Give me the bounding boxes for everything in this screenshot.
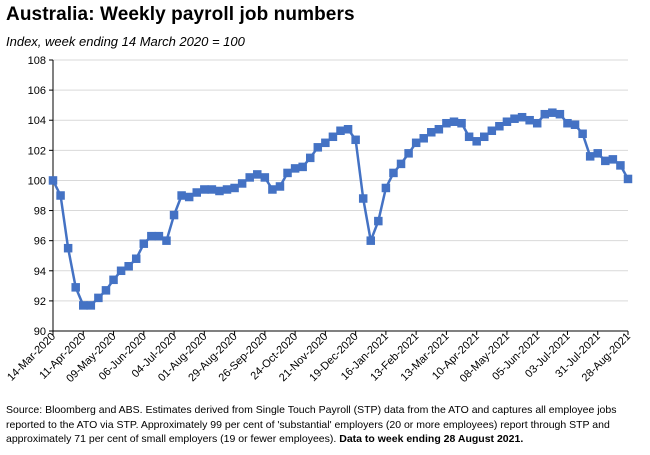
data-point bbox=[109, 275, 118, 285]
y-tick-label: 100 bbox=[28, 175, 46, 187]
y-tick-label: 92 bbox=[34, 296, 46, 308]
data-point bbox=[162, 236, 171, 245]
data-point bbox=[616, 161, 625, 170]
data-point bbox=[502, 117, 512, 126]
data-point bbox=[56, 191, 65, 200]
data-point bbox=[139, 239, 149, 248]
data-point bbox=[200, 185, 209, 194]
data-point bbox=[230, 183, 239, 193]
data-point bbox=[116, 266, 126, 276]
series-line bbox=[51, 111, 630, 307]
data-point bbox=[313, 143, 323, 152]
data-point bbox=[555, 109, 565, 119]
data-point bbox=[94, 293, 103, 303]
data-point bbox=[464, 132, 474, 142]
y-tick-label: 96 bbox=[34, 236, 46, 248]
y-tick-label: 98 bbox=[34, 206, 46, 218]
y-tick-label: 102 bbox=[28, 145, 46, 157]
data-point bbox=[548, 108, 557, 117]
data-point bbox=[343, 125, 353, 134]
data-point bbox=[283, 168, 292, 178]
data-point bbox=[184, 192, 194, 202]
data-point bbox=[177, 191, 186, 200]
data-point bbox=[79, 301, 88, 310]
data-point bbox=[253, 170, 262, 179]
data-point bbox=[290, 164, 300, 173]
data-point bbox=[305, 153, 315, 163]
data-point bbox=[396, 159, 406, 169]
source-bold-text: Data to week ending 28 August 2021. bbox=[339, 433, 524, 445]
y-tick-label: 104 bbox=[28, 115, 46, 127]
data-point bbox=[510, 114, 519, 123]
data-point bbox=[207, 185, 217, 194]
data-point bbox=[131, 254, 141, 263]
data-point bbox=[336, 126, 345, 136]
y-tick-label: 94 bbox=[34, 266, 46, 278]
chart-title: Australia: Weekly payroll job numbers bbox=[6, 4, 355, 25]
data-point bbox=[457, 118, 466, 128]
data-point bbox=[374, 216, 383, 226]
data-point bbox=[154, 231, 164, 241]
data-point bbox=[268, 185, 277, 194]
data-point bbox=[147, 231, 156, 241]
data-point bbox=[419, 134, 428, 143]
data-point bbox=[487, 126, 497, 136]
chart-subtitle: Index, week ending 14 March 2020 = 100 bbox=[6, 34, 245, 49]
data-point bbox=[442, 118, 451, 128]
data-point bbox=[298, 162, 307, 172]
data-point bbox=[351, 135, 360, 145]
data-point bbox=[321, 138, 330, 148]
data-point bbox=[563, 118, 572, 128]
data-point bbox=[578, 129, 587, 139]
data-point bbox=[517, 112, 527, 122]
data-point bbox=[623, 174, 633, 184]
data-point bbox=[472, 137, 481, 146]
data-point bbox=[532, 118, 542, 128]
data-point bbox=[86, 301, 96, 310]
data-point bbox=[63, 243, 73, 253]
data-point bbox=[237, 179, 247, 188]
y-tick-label: 106 bbox=[28, 85, 46, 97]
data-point bbox=[404, 149, 413, 158]
data-point bbox=[585, 152, 595, 161]
data-point bbox=[275, 182, 285, 191]
data-point bbox=[260, 173, 270, 182]
data-point bbox=[411, 138, 421, 148]
data-point bbox=[449, 117, 459, 126]
data-point bbox=[389, 168, 398, 178]
data-point bbox=[570, 120, 580, 129]
data-point bbox=[169, 210, 179, 220]
data-point bbox=[71, 283, 80, 292]
data-point bbox=[328, 132, 338, 142]
data-point bbox=[601, 156, 610, 166]
y-tick-label: 90 bbox=[34, 326, 46, 338]
data-point bbox=[480, 132, 489, 142]
data-point bbox=[593, 149, 602, 158]
data-point bbox=[101, 286, 111, 295]
data-point bbox=[222, 185, 232, 194]
data-point bbox=[245, 173, 254, 182]
y-tick-label: 108 bbox=[28, 55, 46, 67]
data-point bbox=[192, 188, 201, 197]
data-point bbox=[495, 121, 504, 131]
data-point bbox=[434, 125, 444, 134]
data-point bbox=[381, 183, 391, 193]
data-point bbox=[366, 236, 376, 245]
data-point bbox=[124, 262, 133, 271]
source-text: Source: Bloomberg and ABS. Estimates der… bbox=[6, 404, 617, 445]
source-note: Source: Bloomberg and ABS. Estimates der… bbox=[6, 403, 646, 447]
data-point bbox=[358, 194, 368, 203]
data-point bbox=[540, 109, 550, 119]
data-point bbox=[427, 128, 436, 137]
data-point bbox=[48, 176, 58, 185]
data-point bbox=[525, 115, 534, 125]
data-point bbox=[608, 155, 618, 164]
data-point bbox=[215, 186, 224, 196]
